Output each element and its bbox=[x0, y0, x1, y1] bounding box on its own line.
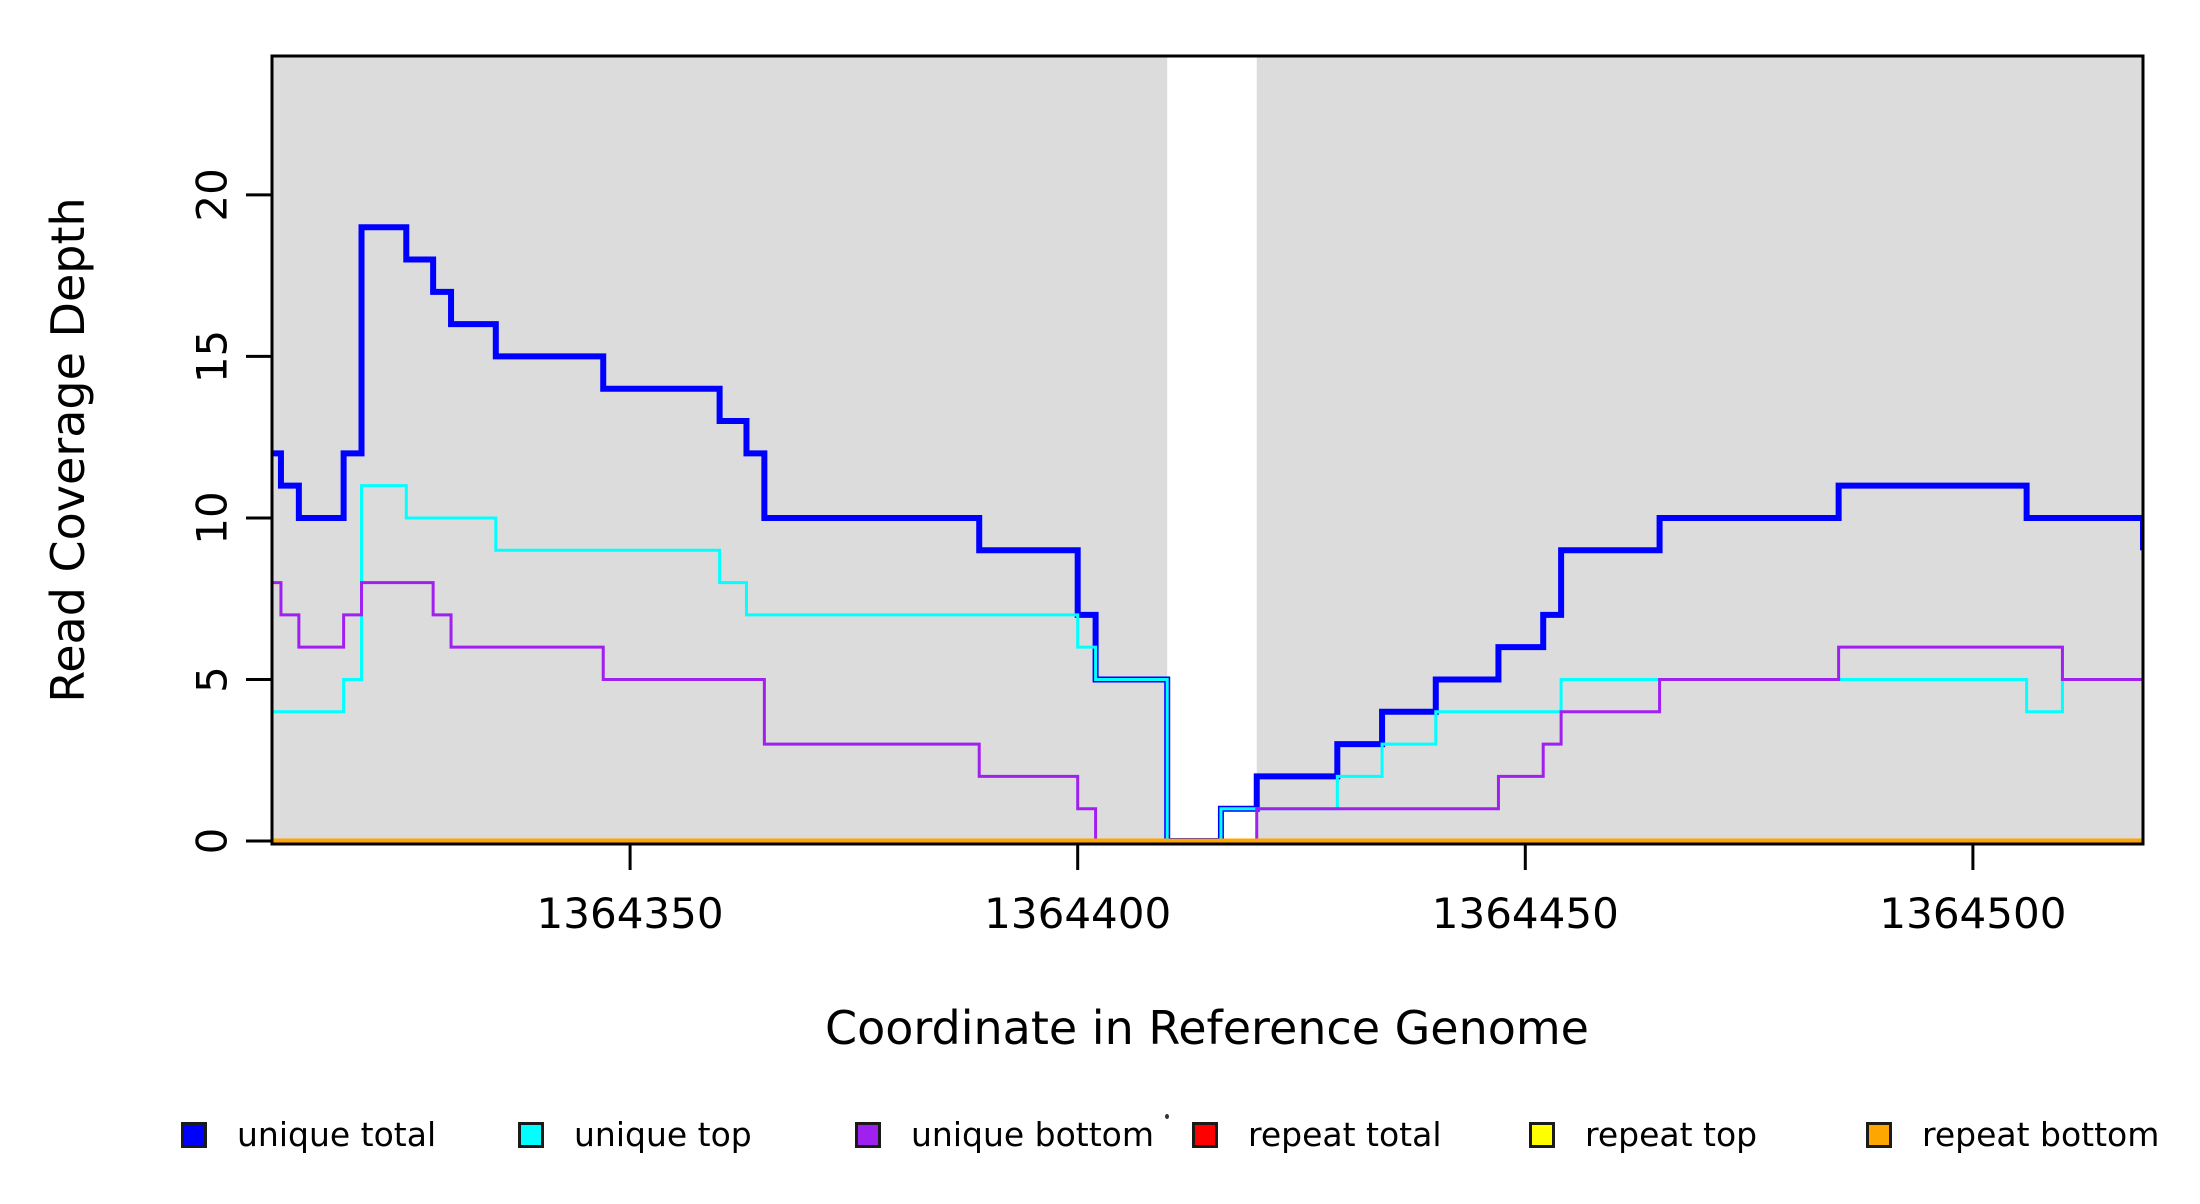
legend-item-repeat-bottom: repeat bottom bbox=[1866, 1116, 2159, 1154]
plot-border bbox=[270, 54, 2145, 846]
x-axis-ticks: 1364350 1364400 1364450 1364500 bbox=[537, 844, 2066, 938]
legend-label: repeat top bbox=[1585, 1115, 1758, 1154]
x-tick-label: 1364400 bbox=[984, 889, 1171, 938]
legend-item-repeat-total: repeat total bbox=[1192, 1116, 1442, 1154]
y-tick-label: 5 bbox=[188, 666, 237, 693]
stray-dot-artifact bbox=[1165, 1114, 1169, 1119]
legend-label: unique top bbox=[574, 1115, 752, 1154]
unshaded-gap-region bbox=[1167, 56, 1257, 844]
legend-swatch-repeat-total bbox=[1192, 1122, 1218, 1148]
y-axis-title: Read Coverage Depth bbox=[41, 197, 95, 702]
legend-item-repeat-top: repeat top bbox=[1529, 1116, 1757, 1154]
x-tick-label: 1364450 bbox=[1432, 889, 1619, 938]
legend-swatch-unique-top bbox=[518, 1122, 544, 1148]
legend-label: repeat bottom bbox=[1922, 1115, 2160, 1154]
legend-swatch-repeat-bottom bbox=[1866, 1122, 1892, 1148]
legend-item-unique-top: unique top bbox=[518, 1116, 752, 1154]
y-tick-label: 0 bbox=[188, 828, 237, 855]
x-tick-label: 1364500 bbox=[1879, 889, 2066, 938]
series-lines bbox=[272, 224, 2143, 844]
y-tick-label: 15 bbox=[188, 330, 237, 383]
legend-item-unique-total: unique total bbox=[181, 1116, 436, 1154]
legend-label: repeat total bbox=[1248, 1115, 1442, 1154]
legend: unique total unique top unique bottom repea… bbox=[0, 0, 2200, 1154]
series-line-unique-bottom bbox=[272, 581, 2143, 843]
plot-background bbox=[272, 56, 2143, 844]
legend-label: unique total bbox=[237, 1115, 437, 1154]
y-tick-label: 10 bbox=[188, 491, 237, 544]
y-tick-label: 20 bbox=[188, 168, 237, 221]
legend-label: unique bottom bbox=[911, 1115, 1155, 1154]
legend-swatch-repeat-top bbox=[1529, 1122, 1555, 1148]
y-axis-ticks: 0 5 10 15 20 bbox=[188, 168, 272, 855]
x-tick-label: 1364350 bbox=[537, 889, 724, 938]
legend-swatch-unique-total bbox=[181, 1122, 207, 1148]
legend-item-unique-bottom: unique bottom bbox=[855, 1116, 1154, 1154]
legend-swatch-unique-bottom bbox=[855, 1122, 881, 1148]
x-axis-title: Coordinate in Reference Genome bbox=[825, 1001, 1589, 1055]
